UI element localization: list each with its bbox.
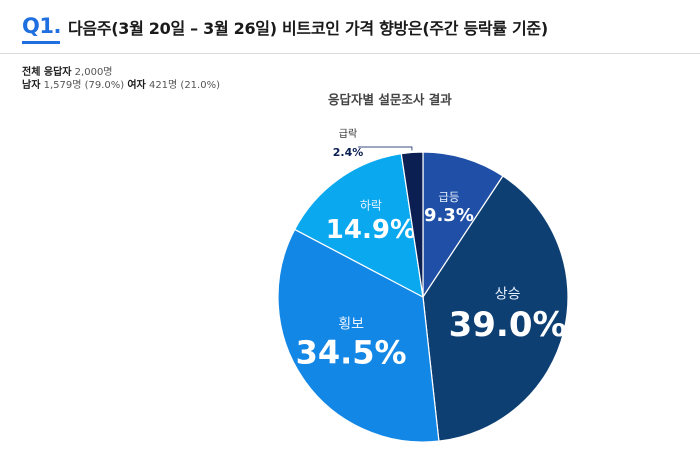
header-divider bbox=[0, 53, 700, 54]
male-label: 남자 bbox=[22, 80, 41, 91]
pie-slice-1 bbox=[422, 151, 504, 299]
slice-leader-line bbox=[358, 146, 413, 151]
slice-value-label: 9.3% bbox=[424, 205, 474, 226]
slice-category-label: 급등 bbox=[438, 190, 459, 204]
slice-category-label: 하락 bbox=[360, 198, 382, 212]
pie-slice-3 bbox=[277, 228, 440, 443]
respondent-gender-line: 남자 1,579명 (79.0%) 여자 421명 (21.0%) bbox=[22, 79, 220, 92]
slice-value-label: 34.5% bbox=[296, 334, 407, 372]
total-label: 전체 응답자 bbox=[22, 67, 72, 78]
pie-slice-2 bbox=[422, 175, 569, 442]
female-value: 421명 (21.0%) bbox=[148, 80, 220, 91]
slice-value-label: 14.9% bbox=[326, 215, 416, 245]
pie-slice-5 bbox=[400, 151, 424, 298]
slice-category-label: 상승 bbox=[495, 287, 521, 303]
male-value: 1,579명 (79.0%) bbox=[43, 80, 125, 91]
question-number: Q1. bbox=[22, 14, 61, 38]
respondent-summary: 전체 응답자 2,000명 남자 1,579명 (79.0%) 여자 421명 … bbox=[22, 66, 220, 92]
respondent-total-line: 전체 응답자 2,000명 bbox=[22, 66, 220, 79]
slice-value-label: 39.0% bbox=[449, 305, 567, 345]
female-label: 여자 bbox=[127, 80, 146, 91]
slice-value-label: 2.4% bbox=[333, 146, 364, 159]
pie-slice-4 bbox=[293, 152, 424, 299]
question-number-underline bbox=[22, 41, 60, 44]
slice-category-label: 급락 bbox=[339, 128, 357, 140]
chart-title: 응답자별 설문조사 결과 bbox=[328, 92, 452, 107]
question-title: 다음주(3월 20일 – 3월 26일) 비트코인 가격 향방은(주간 등락률 … bbox=[68, 19, 548, 38]
total-value: 2,000명 bbox=[74, 67, 113, 78]
slice-category-label: 횡보 bbox=[338, 316, 364, 332]
